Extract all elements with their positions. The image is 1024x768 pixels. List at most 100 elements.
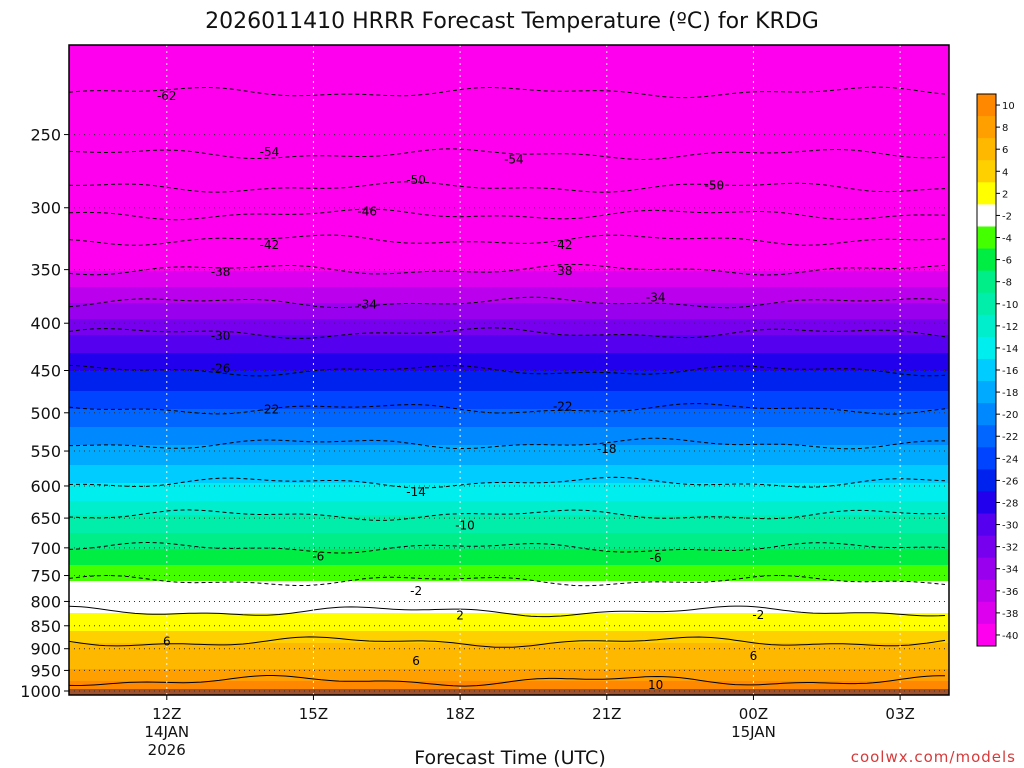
temperature-band bbox=[69, 67, 949, 70]
temperature-band bbox=[69, 261, 949, 264]
temperature-band bbox=[69, 545, 949, 548]
temperature-band bbox=[69, 209, 949, 212]
y-tick-label: 700 bbox=[30, 539, 61, 558]
temperature-band bbox=[69, 373, 949, 376]
temperature-band bbox=[69, 419, 949, 422]
temperature-band bbox=[69, 349, 949, 352]
temperature-band bbox=[69, 535, 949, 538]
temperature-band bbox=[69, 583, 949, 586]
colorbar-swatch bbox=[977, 160, 996, 183]
chart-title: 2026011410 HRRR Forecast Temperature (ºC… bbox=[205, 9, 819, 34]
isotherm-line bbox=[69, 86, 946, 99]
temperature-band bbox=[69, 621, 949, 624]
temperature-band bbox=[69, 455, 949, 458]
temperature-band bbox=[69, 191, 949, 194]
temperature-band bbox=[69, 79, 949, 82]
contour-label: -54 bbox=[504, 152, 524, 166]
temperature-band bbox=[69, 529, 949, 532]
temperature-band bbox=[69, 283, 949, 286]
temperature-band bbox=[69, 131, 949, 134]
temperature-band bbox=[69, 435, 949, 438]
contour-label: -34 bbox=[357, 298, 377, 312]
temperature-band bbox=[69, 525, 949, 528]
temperature-band bbox=[69, 265, 949, 268]
temperature-band bbox=[69, 679, 949, 682]
colorbar-swatch bbox=[977, 535, 996, 559]
temperature-band bbox=[69, 231, 949, 234]
temperature-band bbox=[69, 613, 949, 616]
temperature-band bbox=[69, 53, 949, 56]
temperature-band bbox=[69, 313, 949, 316]
temperature-band bbox=[69, 615, 949, 618]
temperature-band bbox=[69, 553, 949, 556]
temperature-band bbox=[69, 173, 949, 176]
temperature-band bbox=[69, 251, 949, 254]
temperature-band bbox=[69, 71, 949, 74]
temperature-band bbox=[69, 99, 949, 102]
colorbar-label: 8 bbox=[1002, 123, 1008, 134]
temperature-band bbox=[69, 245, 949, 248]
temperature-band bbox=[69, 549, 949, 552]
temperature-band bbox=[69, 433, 949, 436]
temperature-band bbox=[69, 363, 949, 366]
temperature-band bbox=[69, 537, 949, 540]
temperature-band bbox=[69, 413, 949, 416]
temperature-band bbox=[69, 175, 949, 178]
colorbar-swatch bbox=[977, 94, 996, 117]
temperature-band bbox=[69, 113, 949, 116]
temperature-band bbox=[69, 497, 949, 500]
temperature-band bbox=[69, 109, 949, 112]
temperature-band bbox=[69, 111, 949, 114]
temperature-band bbox=[69, 263, 949, 266]
temperature-band bbox=[69, 567, 949, 570]
colorbar-swatch bbox=[977, 403, 996, 426]
contour-label: 10 bbox=[648, 678, 663, 692]
colorbar-label: -26 bbox=[1002, 476, 1018, 487]
colorbar-swatch bbox=[977, 270, 996, 294]
temperature-band bbox=[69, 471, 949, 474]
temperature-band bbox=[69, 235, 949, 238]
temperature-band bbox=[69, 301, 949, 304]
temperature-band bbox=[69, 551, 949, 554]
x-tick-label: 18Z bbox=[445, 705, 474, 723]
contour-label: -22 bbox=[260, 403, 280, 417]
y-tick-label: 800 bbox=[30, 592, 61, 611]
temperature-band bbox=[69, 151, 949, 154]
temperature-band bbox=[69, 121, 949, 124]
colorbar-label: -20 bbox=[1002, 410, 1018, 421]
y-tick-label: 950 bbox=[30, 661, 61, 680]
temperature-band bbox=[69, 77, 949, 80]
contour-label: -62 bbox=[157, 89, 177, 103]
temperature-band bbox=[69, 129, 949, 132]
temperature-band bbox=[69, 511, 949, 514]
temperature-band bbox=[69, 655, 949, 658]
temperature-band bbox=[69, 227, 949, 230]
temperature-band bbox=[69, 423, 949, 426]
temperature-band bbox=[69, 687, 949, 690]
temperature-band bbox=[69, 203, 949, 206]
temperature-band bbox=[69, 83, 949, 86]
temperature-band bbox=[69, 599, 949, 602]
contour-label: -50 bbox=[705, 179, 725, 193]
y-tick-label: 500 bbox=[30, 404, 61, 423]
temperature-band bbox=[69, 597, 949, 600]
y-tick-label: 300 bbox=[30, 199, 61, 218]
temperature-band bbox=[69, 273, 949, 276]
contour-label: 6 bbox=[750, 649, 758, 663]
temperature-band bbox=[69, 533, 949, 536]
colorbar-swatch bbox=[977, 358, 996, 382]
temperature-band bbox=[69, 105, 949, 108]
temperature-band bbox=[69, 249, 949, 252]
y-tick-label: 350 bbox=[30, 261, 61, 280]
temperature-band bbox=[69, 665, 949, 668]
y-tick-label: 850 bbox=[30, 617, 61, 636]
temperature-band bbox=[69, 399, 949, 402]
temperature-band bbox=[69, 499, 949, 502]
temperature-band bbox=[69, 117, 949, 120]
temperature-band bbox=[69, 337, 949, 340]
colorbar-label: -2 bbox=[1002, 211, 1012, 222]
temperature-band bbox=[69, 671, 949, 674]
temperature-band bbox=[69, 541, 949, 544]
y-tick-label: 600 bbox=[30, 477, 61, 496]
contour-label: -6 bbox=[650, 551, 662, 565]
